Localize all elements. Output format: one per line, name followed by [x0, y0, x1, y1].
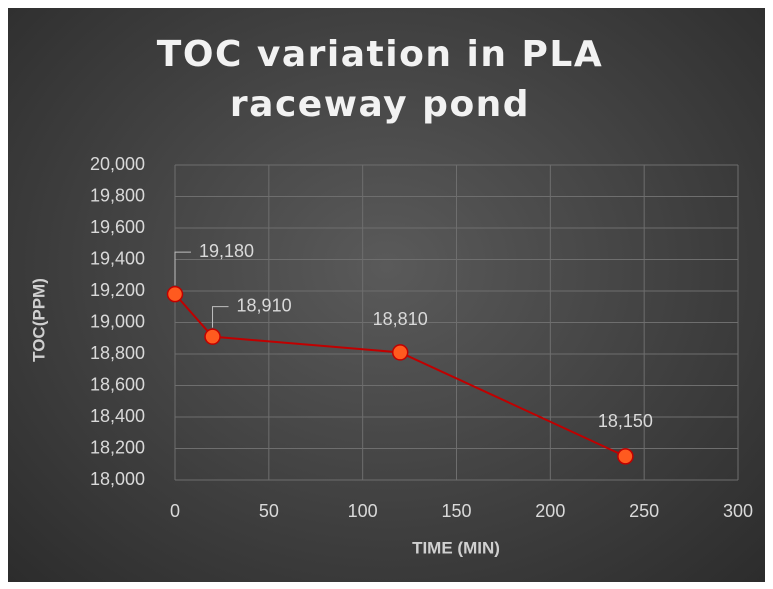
leader-line — [174, 251, 191, 286]
leader-line — [212, 306, 229, 328]
data-label: 18,810 — [373, 309, 428, 329]
y-tick-label: 19,400 — [90, 248, 145, 268]
x-tick-label: 200 — [535, 501, 565, 521]
x-tick-label: 250 — [629, 501, 659, 521]
y-tick-label: 18,600 — [90, 374, 145, 394]
chart-panel — [8, 8, 765, 582]
y-tick-label: 20,000 — [90, 154, 145, 174]
y-tick-label: 19,000 — [90, 311, 145, 331]
y-tick-label: 18,000 — [90, 469, 145, 489]
data-label: 18,910 — [237, 295, 292, 315]
x-tick-label: 150 — [441, 501, 471, 521]
x-tick-label: 100 — [348, 501, 378, 521]
y-axis-label: TOC(PPM) — [29, 278, 48, 362]
data-point — [391, 344, 409, 361]
y-tick-label: 18,400 — [90, 406, 145, 426]
data-label: 18,150 — [598, 411, 653, 431]
x-axis-label: TIME (MIN) — [412, 538, 500, 557]
y-tick-label: 18,800 — [90, 343, 145, 363]
data-line — [174, 293, 626, 458]
data-point — [617, 448, 634, 465]
x-tick-label: 300 — [723, 501, 753, 521]
x-tick-label: 50 — [259, 501, 279, 521]
y-tick-label: 19,600 — [90, 217, 145, 237]
y-tick-label: 19,800 — [90, 185, 145, 205]
y-tick-label: 19,200 — [90, 280, 145, 300]
data-point — [166, 285, 184, 303]
x-tick-label: 0 — [170, 501, 180, 521]
data-point — [204, 328, 221, 345]
chart-title: TOC variation in PLA raceway pond — [156, 34, 604, 125]
y-tick-label: 18,200 — [90, 437, 145, 457]
data-label: 19,180 — [199, 241, 254, 261]
